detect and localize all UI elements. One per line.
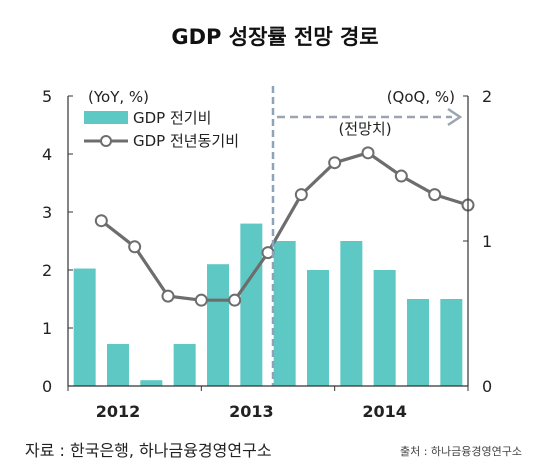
forecast-divider [271,86,463,386]
line-point [361,146,375,160]
bar [240,223,263,386]
bar [273,241,296,386]
legend-line-marker [100,135,112,147]
bar [407,299,429,386]
line-series [94,146,475,307]
bar [107,343,129,386]
bar [307,270,329,386]
x-tick-label: 2014 [362,402,407,421]
chart-title: GDP 성장률 전망 경로 [171,25,378,49]
left-tick-label: 5 [42,87,52,106]
bar [340,241,363,386]
bar [207,264,229,386]
x-tick-label: 2012 [96,402,141,421]
left-tick-label: 4 [42,145,52,164]
right-axis-unit: (QoQ, %) [387,88,455,106]
legend: GDP 전기비 GDP 전년동기비 [84,109,239,150]
right-tick-label: 0 [482,377,492,396]
right-tick-label: 1 [482,232,492,251]
bar [373,270,396,386]
left-tick-label: 0 [42,377,52,396]
line-point [428,188,442,202]
line-point [228,293,242,307]
bar [173,343,196,386]
forecast-label: (전망치) [338,120,391,138]
line-point [294,188,308,202]
left-axis-unit: (YoY, %) [88,88,149,106]
left-tick-label: 2 [42,261,52,280]
line-point [194,293,208,307]
source-left: 자료 : 한국은행, 하나금융경영연구소 [25,441,272,460]
axes: 0 1 2 3 4 5 0 1 2 2012 2013 2014 [42,87,492,421]
x-tick-label: 2013 [229,402,274,421]
line-point [128,240,142,254]
bar [73,268,96,386]
bar [140,380,163,386]
source-right: 출처 : 하나금융경영연구소 [400,444,522,458]
right-tick-label: 2 [482,87,492,106]
left-tick-label: 1 [42,319,52,338]
line-point [94,214,108,228]
legend-bar-label: GDP 전기비 [133,109,211,127]
line-point [394,169,408,183]
bar [440,299,463,386]
legend-line-label: GDP 전년동기비 [133,132,239,150]
legend-bar-swatch [84,111,128,124]
forecast-arrow-head [447,107,463,127]
line-point [328,156,342,170]
bar-series [73,223,463,386]
line-point [161,289,175,303]
left-tick-label: 3 [42,203,52,222]
